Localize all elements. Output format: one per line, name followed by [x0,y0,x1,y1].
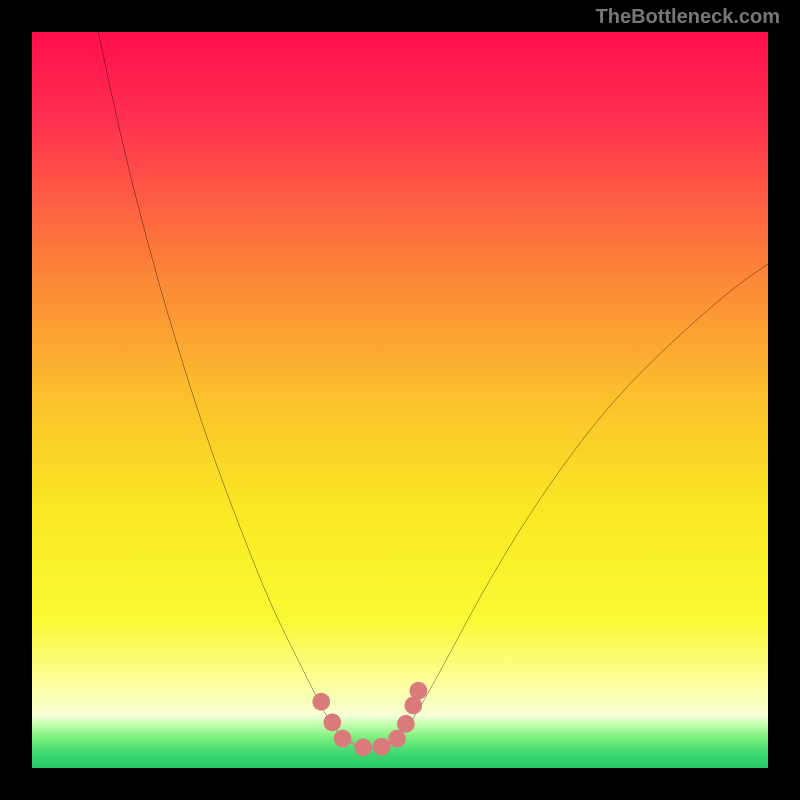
marker-dots [312,682,427,756]
chart-frame [30,30,770,770]
marker-dot [354,739,372,757]
marker-dot [373,738,391,756]
chart-area [32,32,768,768]
marker-dot [388,730,406,748]
left-curve [98,32,337,731]
watermark-text: TheBottleneck.com [596,6,780,29]
marker-dot [312,693,330,711]
marker-dot [323,714,341,732]
marker-dot [334,730,352,748]
marker-dot [410,682,428,700]
curve-overlay [32,32,768,768]
marker-dot [397,715,415,733]
right-curve [404,264,768,731]
